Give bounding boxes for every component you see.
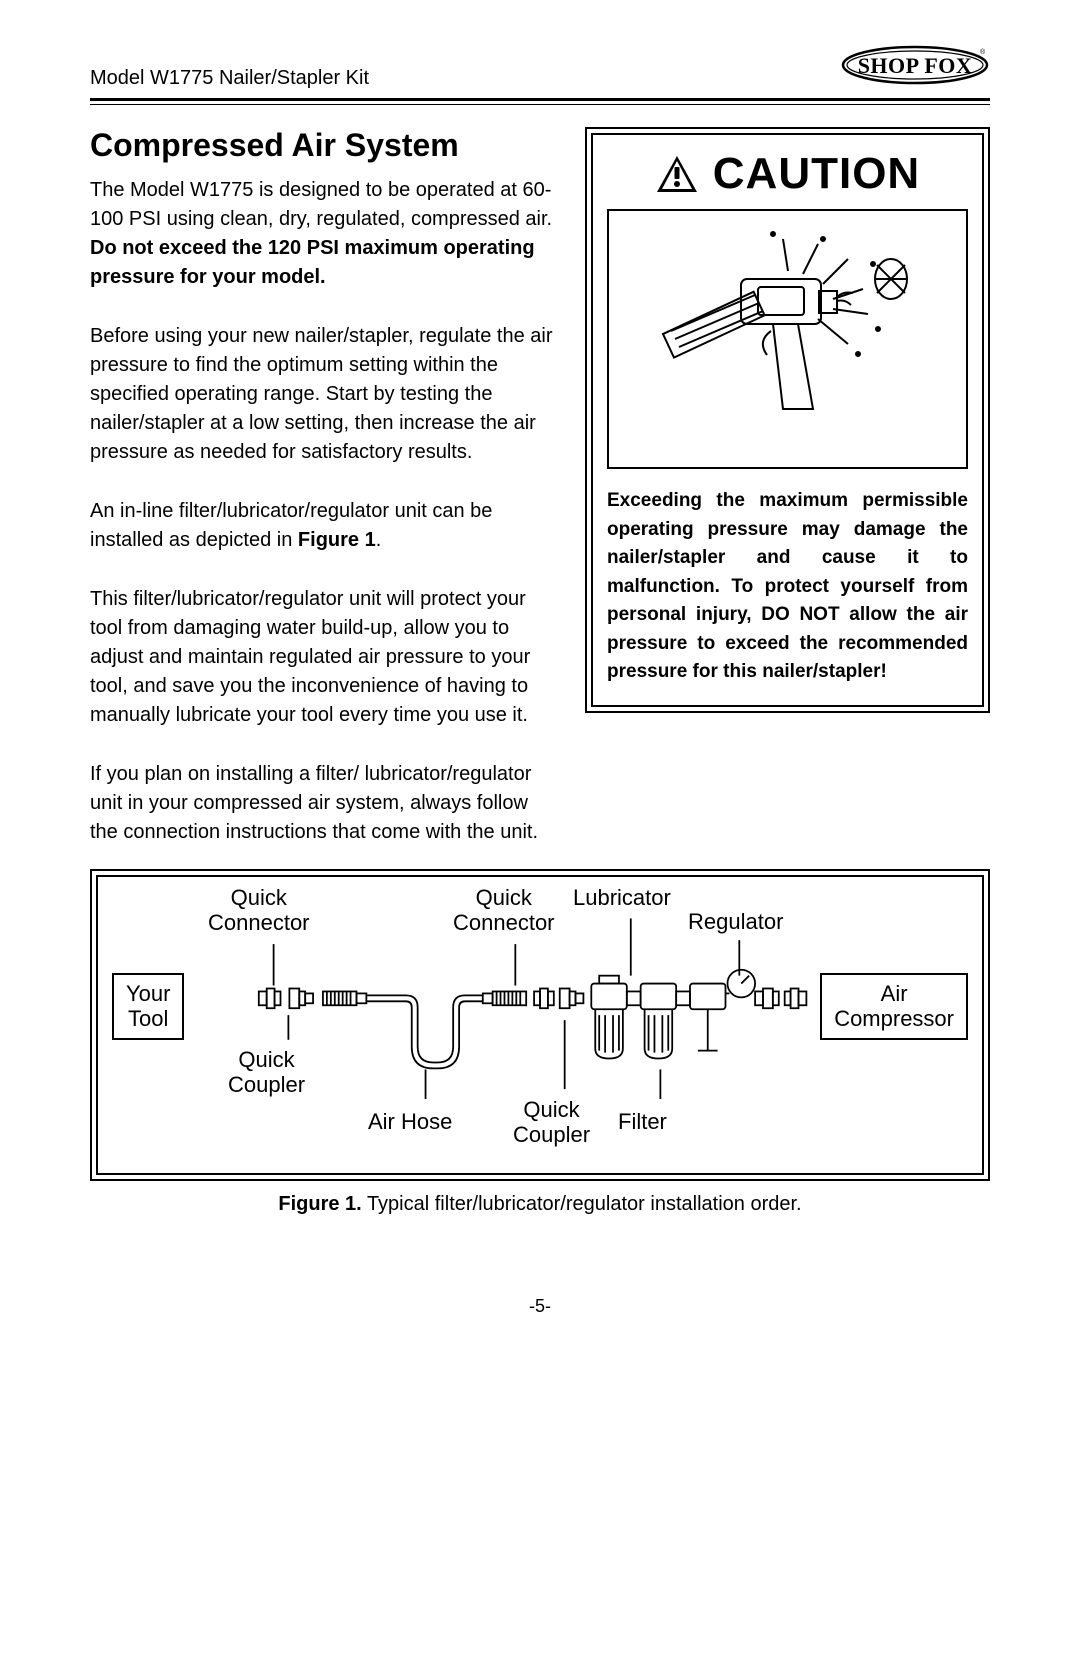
brand-logo: SHOP FOX ®: [840, 40, 990, 90]
caution-header: CAUTION: [607, 149, 968, 199]
caution-illustration: [607, 209, 968, 469]
figure-1-inner: Your Tool Air Compressor Quick Connector…: [96, 875, 984, 1175]
paragraph-2: Before using your new nailer/stapler, re…: [90, 322, 555, 467]
figure-caption-bold: Figure 1.: [278, 1193, 361, 1215]
p3-text-b: Figure 1: [298, 529, 376, 551]
p3-text-a: An in-line filter/lubricator/regulator u…: [90, 500, 492, 551]
page: Model W1775 Nailer/Stapler Kit SHOP FOX …: [0, 0, 1080, 1357]
figure-caption-text: Typical filter/lubricator/regulator inst…: [362, 1193, 802, 1215]
warning-triangle-icon: [655, 154, 699, 194]
model-line: Model W1775 Nailer/Stapler Kit: [90, 67, 369, 90]
right-column: CAUTION: [585, 127, 990, 857]
svg-text:SHOP FOX: SHOP FOX: [858, 53, 973, 78]
paragraph-5: If you plan on installing a filter/ lubr…: [90, 760, 555, 847]
p1-text-a: The Model W1775 is designed to be operat…: [90, 179, 552, 230]
caution-box: CAUTION: [585, 127, 990, 713]
paragraph-1: The Model W1775 is designed to be operat…: [90, 176, 555, 292]
caution-box-inner: CAUTION: [591, 133, 984, 707]
caution-text: Exceeding the maximum permissible operat…: [607, 487, 968, 687]
paragraph-3: An in-line filter/lubricator/regulator u…: [90, 497, 555, 555]
paragraph-4: This filter/lubricator/regulator unit wi…: [90, 585, 555, 730]
figure-1: Your Tool Air Compressor Quick Connector…: [90, 869, 990, 1216]
header-rule: [90, 98, 990, 105]
page-number: -5-: [90, 1296, 990, 1317]
figure-1-diagram: [98, 877, 982, 1173]
section-title: Compressed Air System: [90, 127, 555, 164]
figure-1-caption: Figure 1. Typical filter/lubricator/regu…: [90, 1193, 990, 1216]
content-columns: Compressed Air System The Model W1775 is…: [90, 127, 990, 857]
p1-text-b: Do not exceed the 120 PSI maximum operat…: [90, 237, 535, 288]
page-header: Model W1775 Nailer/Stapler Kit SHOP FOX …: [90, 40, 990, 90]
left-column: Compressed Air System The Model W1775 is…: [90, 127, 555, 857]
svg-text:®: ®: [980, 48, 986, 56]
p3-text-c: .: [376, 529, 382, 551]
caution-title: CAUTION: [713, 149, 920, 199]
figure-1-frame: Your Tool Air Compressor Quick Connector…: [90, 869, 990, 1181]
